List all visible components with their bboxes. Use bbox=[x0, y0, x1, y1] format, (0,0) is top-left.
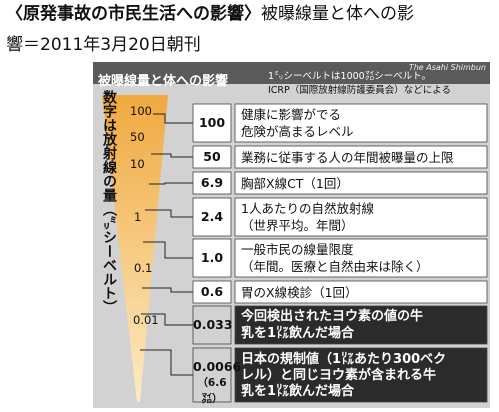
row-value: 1.0 bbox=[200, 250, 224, 265]
infographic-panel: 被曝線量と体への影響 The Asahi Shimbun 1㍉シーベルトは100… bbox=[93, 62, 490, 408]
row-value-sub: （6.6㍃） bbox=[197, 377, 227, 405]
row-description: （年間。医療と自然由来は除く） bbox=[241, 259, 429, 274]
title-bar bbox=[93, 62, 490, 84]
infographic-graphics bbox=[93, 62, 490, 403]
headline-line-1: 〈原発事故の市民生活への影響〉被曝線量と体への影 bbox=[6, 2, 494, 27]
headline-title: 〈原発事故の市民生活への影響〉 bbox=[6, 4, 261, 24]
row-text-cell bbox=[234, 145, 488, 169]
row-text-cell-highlight bbox=[234, 305, 488, 345]
row-text-cell bbox=[234, 103, 488, 143]
axis-tick: 100 bbox=[130, 104, 152, 118]
connector-line bbox=[153, 113, 193, 124]
connector-line bbox=[142, 287, 193, 293]
panel-title: 被曝線量と体への影響 bbox=[98, 74, 229, 89]
connector-line bbox=[140, 349, 193, 376]
axis-tick: 1 bbox=[134, 210, 142, 224]
row-value-cell bbox=[192, 280, 232, 304]
row-text-cell-highlight bbox=[234, 347, 488, 403]
note-strip bbox=[93, 84, 490, 98]
row-value-cell bbox=[192, 347, 232, 403]
row-description: （世界平均。年間） bbox=[241, 218, 354, 233]
axis-tick: 0.01 bbox=[133, 313, 159, 327]
row-description: 一般市民の線量限度 bbox=[241, 242, 354, 257]
connector-line bbox=[149, 182, 193, 185]
headline-line-2: 響＝2011年3月20日朝刊 bbox=[6, 35, 201, 55]
headline-rest: 被曝線量と体への影 bbox=[261, 4, 414, 24]
row-value-cell bbox=[192, 305, 232, 345]
row-description: 業務に従事する人の年間被曝量の上限 bbox=[241, 149, 454, 165]
row-value: 0.6 bbox=[200, 284, 224, 299]
row-value: 2.4 bbox=[200, 209, 224, 224]
row-description: 胃のX線検診（1回） bbox=[241, 284, 358, 300]
row-description: 1人あたりの自然放射線 bbox=[241, 201, 374, 216]
row-value: 100 bbox=[198, 115, 226, 130]
row-value-cell bbox=[192, 238, 232, 278]
row-description: 健康に影響がでる bbox=[241, 107, 342, 122]
credit: The Asahi Shimbun bbox=[408, 63, 486, 72]
connector-lines bbox=[140, 113, 193, 376]
row-description: 日本の規制値（1㍑あたり300ベク bbox=[241, 352, 447, 367]
row-text-cell bbox=[234, 197, 488, 237]
row-description: 乳を1㍑飲んだ場合 bbox=[241, 326, 355, 341]
connector-line bbox=[151, 153, 193, 158]
connector-line bbox=[143, 241, 193, 259]
row-value-cell bbox=[192, 197, 232, 237]
row-value-cell bbox=[192, 103, 232, 143]
row-text-cell bbox=[234, 280, 488, 304]
unit-note: 1㍉シーベルトは1000㍃シーベルト。 bbox=[268, 71, 432, 82]
dose-wedge bbox=[102, 95, 168, 402]
axis-tick: 0.1 bbox=[134, 261, 153, 275]
row-boxes bbox=[192, 103, 488, 403]
row-value: 0.033 bbox=[193, 317, 233, 332]
row-description: 胸部X線CT（1回） bbox=[241, 175, 349, 191]
row-description: 危険が高まるレベル bbox=[241, 124, 354, 139]
axis-tick: 10 bbox=[130, 157, 145, 171]
row-value: 50 bbox=[203, 149, 221, 164]
row-value: 6.9 bbox=[200, 175, 224, 190]
row-description: レル）と同じヨウ素が含まれる牛 bbox=[241, 368, 437, 383]
source-note: ICRP（国際放射線防護委員会）などによる bbox=[268, 85, 451, 96]
axis-label: 数字は放射線の量（㍉シーベルト） bbox=[101, 90, 117, 314]
connector-line bbox=[145, 209, 193, 218]
axis-tick: 50 bbox=[130, 130, 145, 144]
connector-line bbox=[141, 313, 193, 326]
row-value-cell bbox=[192, 171, 232, 195]
row-text-cell bbox=[234, 171, 488, 195]
row-text-cell bbox=[234, 238, 488, 278]
row-value-cell bbox=[192, 145, 232, 169]
row-description: 今回検出されたヨウ素の値の牛 bbox=[241, 309, 424, 324]
row-description: 乳を1㍑飲んだ場合 bbox=[241, 384, 355, 399]
row-value: 0.0066 bbox=[193, 359, 242, 374]
